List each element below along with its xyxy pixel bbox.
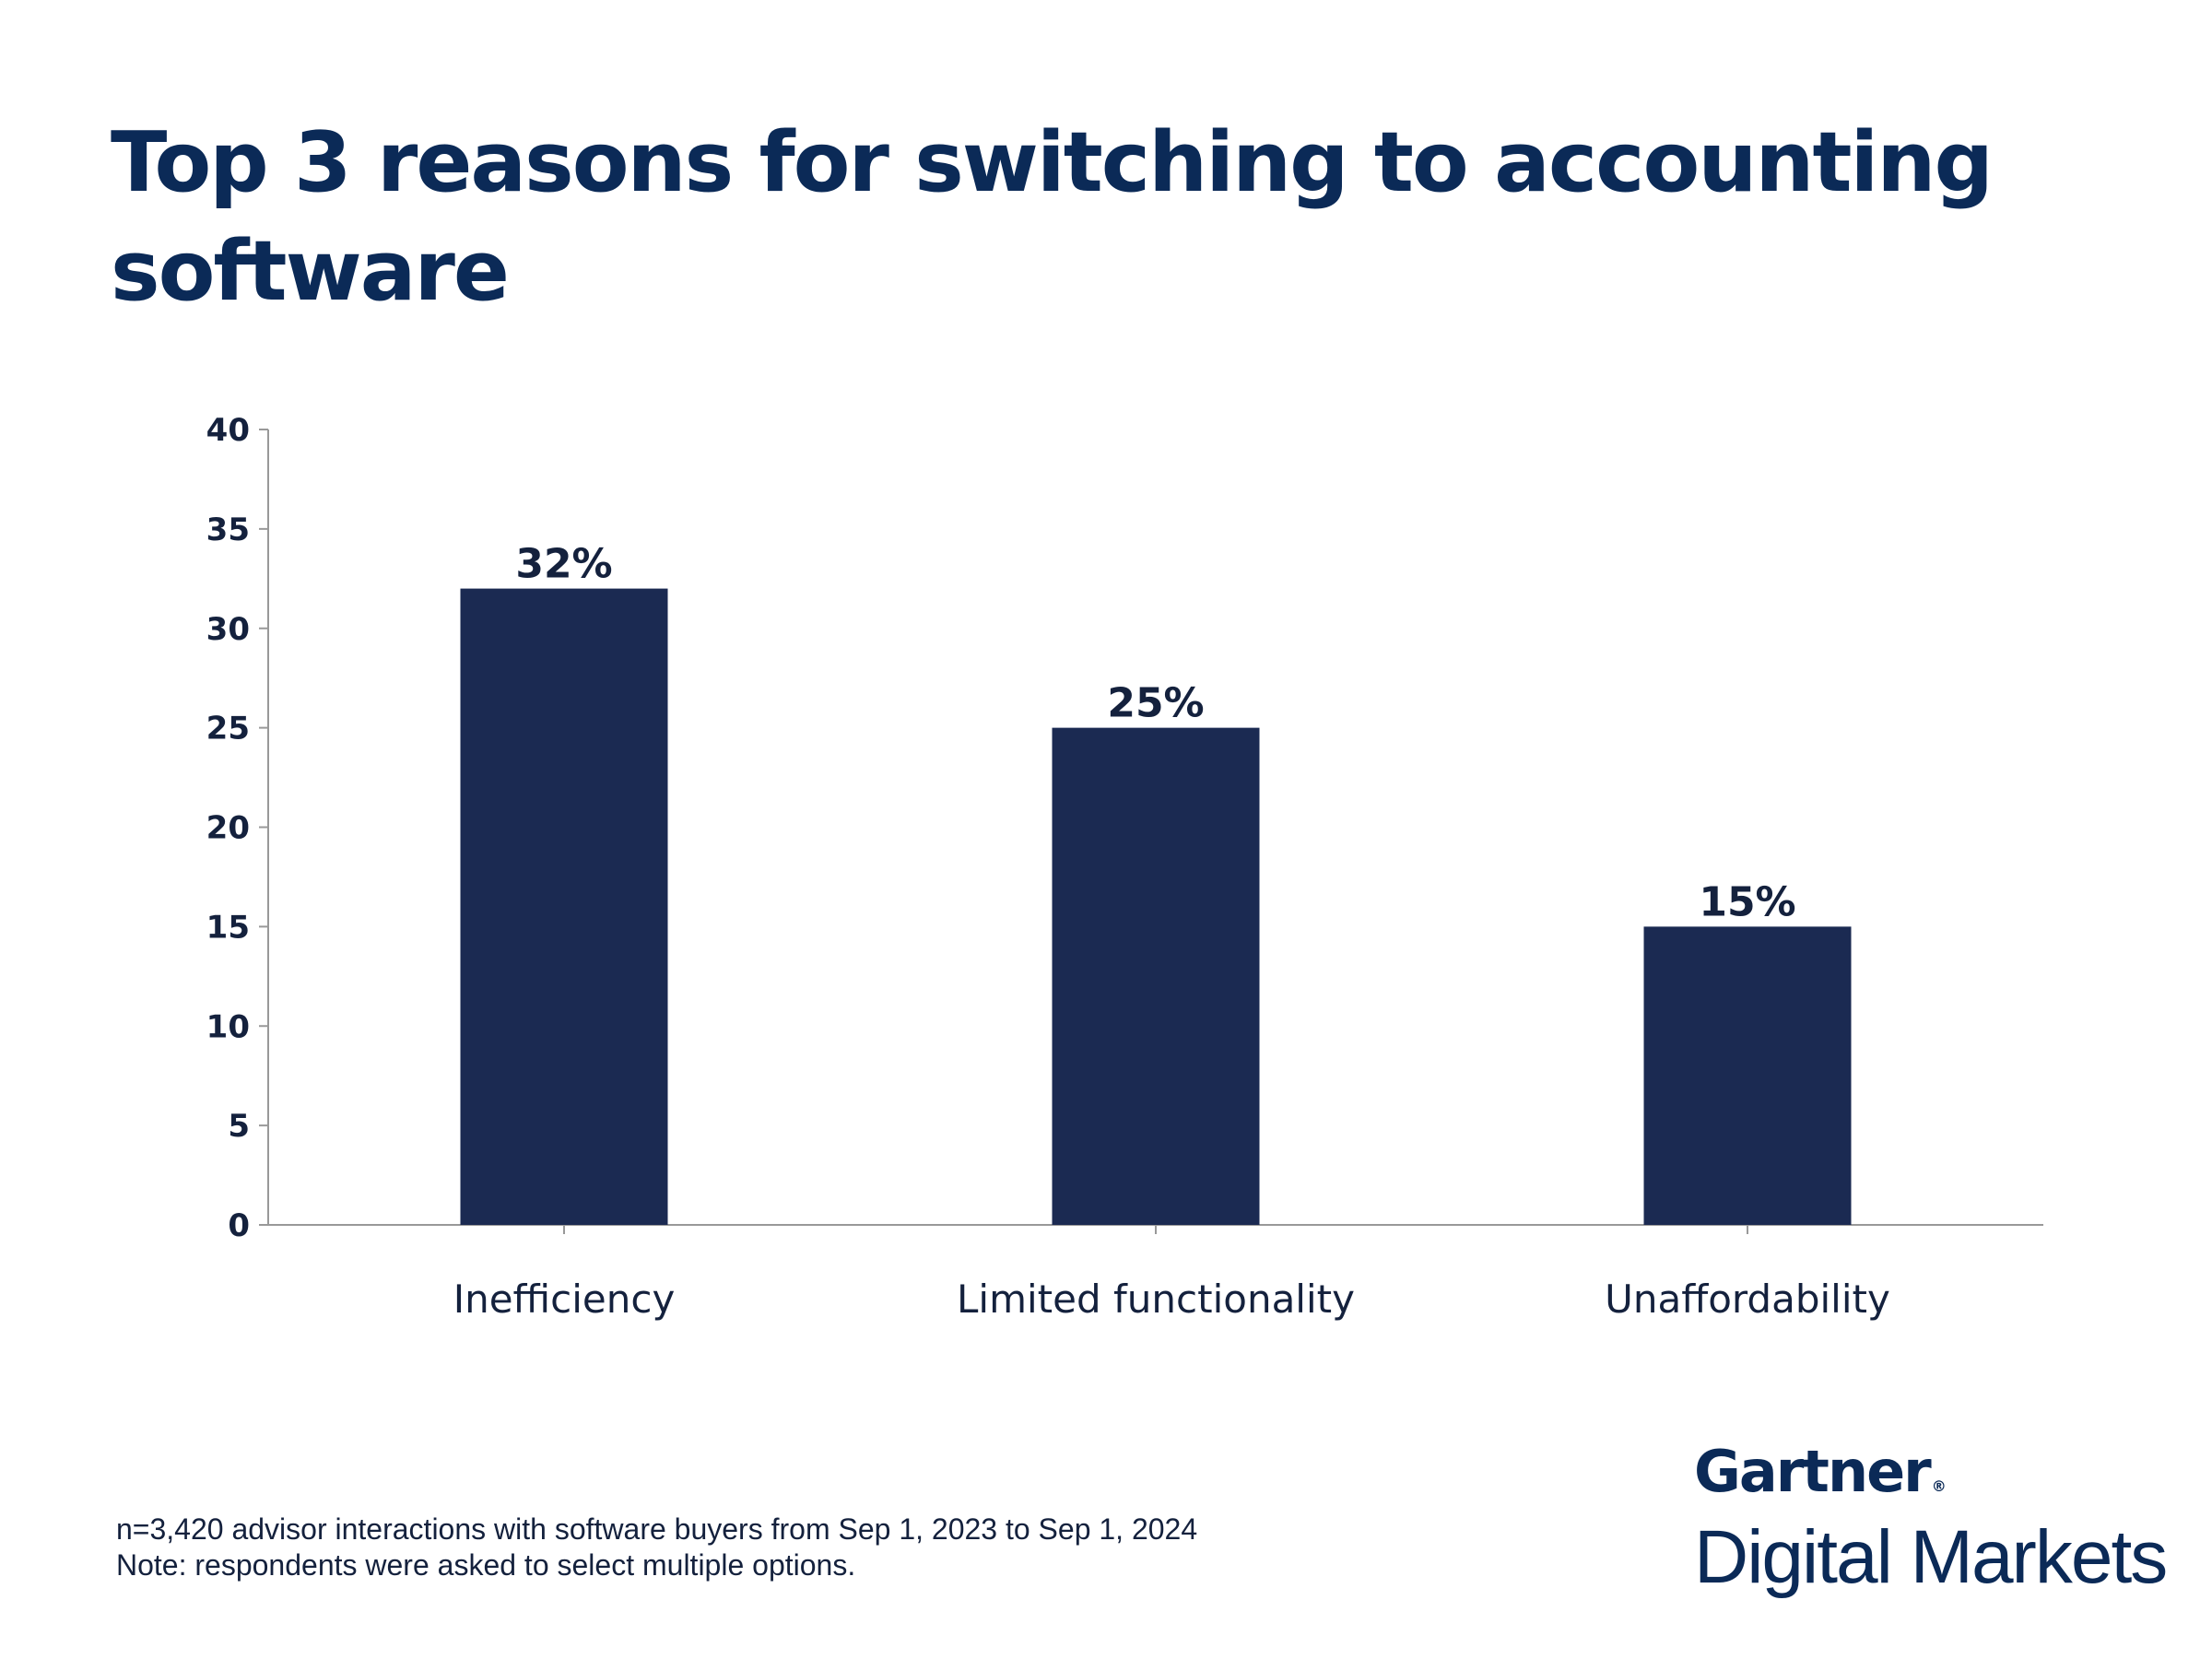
footnote-note: Note: respondents were asked to select m… — [116, 1548, 856, 1582]
y-tick-label-15: 15 — [206, 909, 250, 946]
y-tick-label-0: 0 — [228, 1207, 250, 1244]
data-label: 25% — [1107, 680, 1204, 727]
registered-mark: ® — [1931, 1477, 1947, 1495]
footnote: n=3,420 advisor interactions with softwa… — [116, 1512, 1197, 1583]
y-tick-label-35: 35 — [206, 512, 250, 548]
bar-inefficiency — [460, 588, 668, 1225]
data-label: 15% — [1699, 878, 1795, 925]
y-tick-label-5: 5 — [228, 1108, 250, 1145]
data-label: 32% — [515, 541, 612, 588]
gartner-digital-markets-logo: Gartner ® Digital Markets — [1694, 1438, 2168, 1613]
y-tick-label-25: 25 — [206, 711, 250, 747]
footnote-sample-size: n=3,420 advisor interactions with softwa… — [116, 1512, 1198, 1546]
logo-subtitle: Digital Markets — [1694, 1515, 2168, 1599]
bars-group: 32% 25% 15% — [460, 541, 1852, 1234]
y-tick-label-40: 40 — [206, 412, 250, 449]
chart-title: Top 3 reasons for switching to accountin… — [111, 114, 1994, 320]
bar-chart: 0 5 10 15 20 25 30 35 40 32% 25% 15% Inefficiency L… — [206, 412, 2043, 1322]
x-tick-label: Limited functionality — [957, 1277, 1355, 1322]
x-axis-labels: Inefficiency Limited functionality Unaffor… — [453, 1277, 1890, 1322]
bar-unaffordability — [1643, 926, 1852, 1225]
y-axis-ticks: 0 5 10 15 20 25 30 35 40 — [206, 412, 268, 1244]
bar-limited-functionality — [1052, 727, 1260, 1225]
logo-brand: Gartner ® — [1694, 1438, 1947, 1521]
x-tick-label: Inefficiency — [453, 1277, 676, 1322]
logo-brand-text: Gartner — [1694, 1438, 1932, 1505]
y-tick-label-20: 20 — [206, 810, 250, 847]
y-tick-label-30: 30 — [206, 611, 250, 648]
y-tick-label-10: 10 — [206, 1008, 250, 1045]
x-tick-label: Unaffordability — [1605, 1277, 1890, 1322]
